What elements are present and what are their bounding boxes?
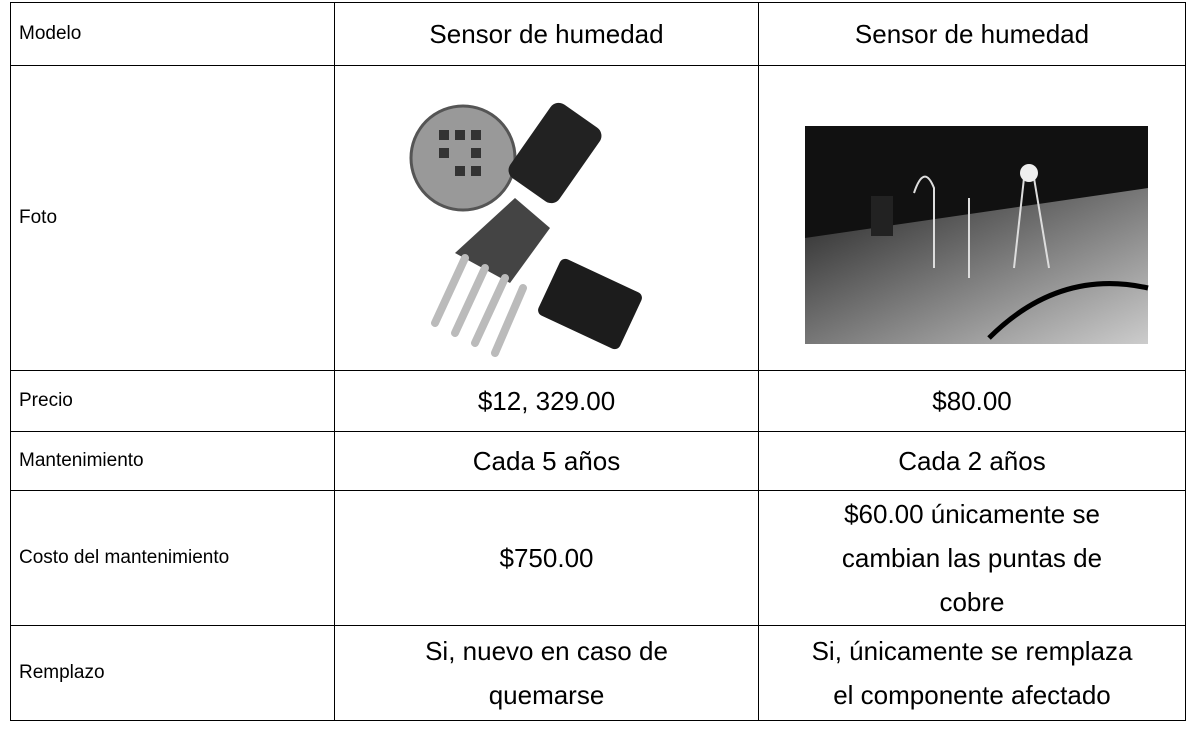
value-cell: Cada 2 años bbox=[758, 431, 1186, 491]
photo-row: Foto bbox=[10, 65, 1186, 371]
cell-line: el componente afectado bbox=[833, 680, 1111, 710]
data-row: Costo del mantenimiento $750.00 $60.00 úni… bbox=[10, 490, 1186, 626]
value-cell: Si, únicamente se remplaza el componente … bbox=[758, 625, 1186, 721]
comparison-table: Modelo Sensor de humedad Sensor de humed… bbox=[10, 2, 1186, 721]
value-cell: Si, nuevo en caso de quemarse bbox=[334, 625, 759, 721]
value-cell: $80.00 bbox=[758, 370, 1186, 432]
cell-line: Cada 2 años bbox=[898, 446, 1046, 476]
cell-line: $80.00 bbox=[932, 386, 1012, 416]
cell-line: quemarse bbox=[488, 680, 605, 710]
cell-line: cobre bbox=[939, 587, 1005, 617]
row-label: Remplazo bbox=[10, 625, 335, 721]
cell-line: $12, 329.00 bbox=[477, 386, 616, 416]
value-cell: $750.00 bbox=[334, 490, 759, 626]
cell-line: Si, únicamente se remplaza bbox=[811, 636, 1133, 666]
photo-cell bbox=[758, 65, 1186, 371]
row-label: Mantenimiento bbox=[10, 431, 335, 491]
row-label: Costo del mantenimiento bbox=[10, 490, 335, 626]
cell-line: cambian las puntas de bbox=[841, 543, 1103, 573]
row-label: Foto bbox=[10, 65, 335, 371]
header-cell: Sensor de humedad bbox=[334, 2, 759, 66]
header-row: Modelo Sensor de humedad Sensor de humed… bbox=[10, 2, 1186, 66]
value-cell: $60.00 únicamente se cambian las puntas d… bbox=[758, 490, 1186, 626]
cell-line: Cada 5 años bbox=[472, 446, 621, 476]
data-row: Precio $12, 329.00 $80.00 bbox=[10, 370, 1186, 432]
row-label: Precio bbox=[10, 370, 335, 432]
header-cell: Sensor de humedad bbox=[758, 2, 1186, 66]
header-cell: Modelo bbox=[10, 2, 335, 66]
breadboard-photo bbox=[805, 126, 1149, 344]
value-cell: $12, 329.00 bbox=[334, 370, 759, 432]
data-row: Remplazo Si, nuevo en caso de quemarse Si, … bbox=[10, 625, 1186, 721]
value-cell: Cada 5 años bbox=[334, 431, 759, 491]
cell-line: Si, nuevo en caso de bbox=[425, 636, 668, 666]
cell-line: $60.00 únicamente se bbox=[844, 499, 1100, 529]
photo-cell bbox=[334, 65, 759, 371]
cell-line: $750.00 bbox=[499, 543, 594, 573]
data-row: Mantenimiento Cada 5 años Cada 2 años bbox=[10, 431, 1186, 491]
sensor-photo bbox=[409, 88, 670, 366]
